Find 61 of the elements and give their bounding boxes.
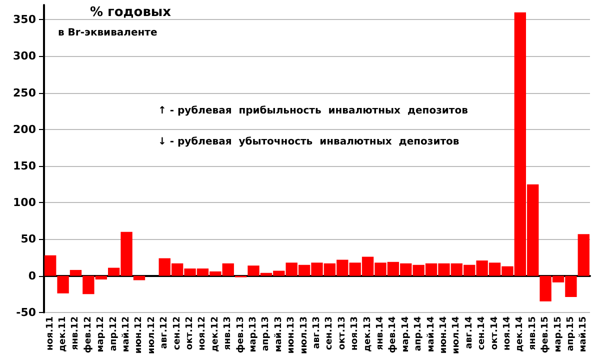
x-tick-label: апр.12 bbox=[108, 316, 119, 352]
x-tick-label: янв.12 bbox=[70, 316, 81, 350]
x-tick-label: окт.13 bbox=[337, 316, 348, 350]
bar bbox=[44, 255, 56, 276]
annotation: ↑ - рублевая прибыльность инвалютных депозитов bbox=[158, 106, 468, 116]
text: в Br-эквиваленте bbox=[58, 28, 158, 38]
x-tick-label: сен.14 bbox=[477, 316, 488, 350]
x-tick-label: апр.14 bbox=[414, 316, 424, 352]
bar bbox=[133, 276, 146, 280]
x-tick-label: авг.13 bbox=[312, 316, 322, 349]
x-tick-label: май.14 bbox=[426, 316, 436, 352]
y-tick-label: 200 bbox=[13, 122, 36, 136]
x-tick-label: янв.14 bbox=[375, 316, 386, 350]
x-tick-label: фев.12 bbox=[83, 316, 94, 354]
y-tick-label: 300 bbox=[13, 50, 36, 63]
x-tick-label: янв.13 bbox=[223, 316, 234, 350]
x-tick-label: июн.12 bbox=[134, 316, 144, 354]
x-tick-label: июл.13 bbox=[299, 316, 310, 354]
chart-title: % годовых bbox=[90, 5, 172, 20]
x-tick-label: апр.15 bbox=[566, 316, 576, 352]
x-tick-label: фев.14 bbox=[388, 316, 398, 354]
x-tick-label: фев.13 bbox=[236, 316, 246, 354]
y-tick-label: 50 bbox=[20, 232, 36, 246]
x-tick-label: авг.14 bbox=[464, 316, 474, 349]
x-tick-label: сен.12 bbox=[172, 316, 182, 350]
x-tick-label: дек.13 bbox=[362, 316, 373, 352]
x-tick-label: июл.12 bbox=[146, 316, 157, 354]
x-tick-label: дек.11 bbox=[58, 316, 68, 352]
x-tick-label: мар.15 bbox=[553, 316, 564, 352]
x-tick-label: мар.12 bbox=[96, 316, 106, 352]
y-tick-label: 350 bbox=[13, 13, 36, 26]
x-tick-label: ноя.12 bbox=[198, 316, 208, 351]
x-tick-label: мар.13 bbox=[248, 316, 259, 352]
x-tick-label: дек.14 bbox=[515, 316, 526, 352]
x-tick-label: апр.13 bbox=[261, 316, 272, 352]
x-tick-label: окт.12 bbox=[185, 316, 196, 350]
x-tick-label: июл.14 bbox=[452, 316, 462, 354]
x-tick-label: сен.13 bbox=[324, 316, 335, 350]
x-tick-label: авг.12 bbox=[160, 316, 170, 349]
x-tick-label: окт.14 bbox=[490, 316, 500, 350]
x-tick-label: фев.15 bbox=[540, 316, 551, 354]
y-tick-label: 250 bbox=[13, 86, 36, 100]
x-tick-label: ноя.11 bbox=[45, 316, 56, 351]
y-tick-label: 100 bbox=[13, 196, 36, 210]
x-tick-label: май.13 bbox=[274, 316, 284, 352]
y-tick-label: -50 bbox=[16, 306, 36, 319]
x-tick-label: май.15 bbox=[578, 316, 589, 352]
x-tick-label: июн.14 bbox=[438, 316, 449, 354]
x-tick-label: дек.12 bbox=[210, 316, 220, 352]
x-tick-label: янв.15 bbox=[528, 316, 538, 350]
x-tick-label: июн.13 bbox=[286, 316, 297, 354]
bar bbox=[578, 234, 590, 276]
y-tick-label: 150 bbox=[13, 160, 36, 173]
y-tick-label: 0 bbox=[28, 269, 36, 282]
bar bbox=[57, 276, 69, 294]
annotation: ↓ - рублевая убыточность инвалютных депозитов bbox=[158, 136, 460, 148]
bar bbox=[70, 270, 82, 276]
x-tick-label: ноя.14 bbox=[502, 316, 512, 351]
x-tick-label: ноя.13 bbox=[350, 316, 360, 351]
x-tick-label: мар.14 bbox=[400, 316, 411, 352]
x-tick-label: май.12 bbox=[122, 316, 132, 352]
